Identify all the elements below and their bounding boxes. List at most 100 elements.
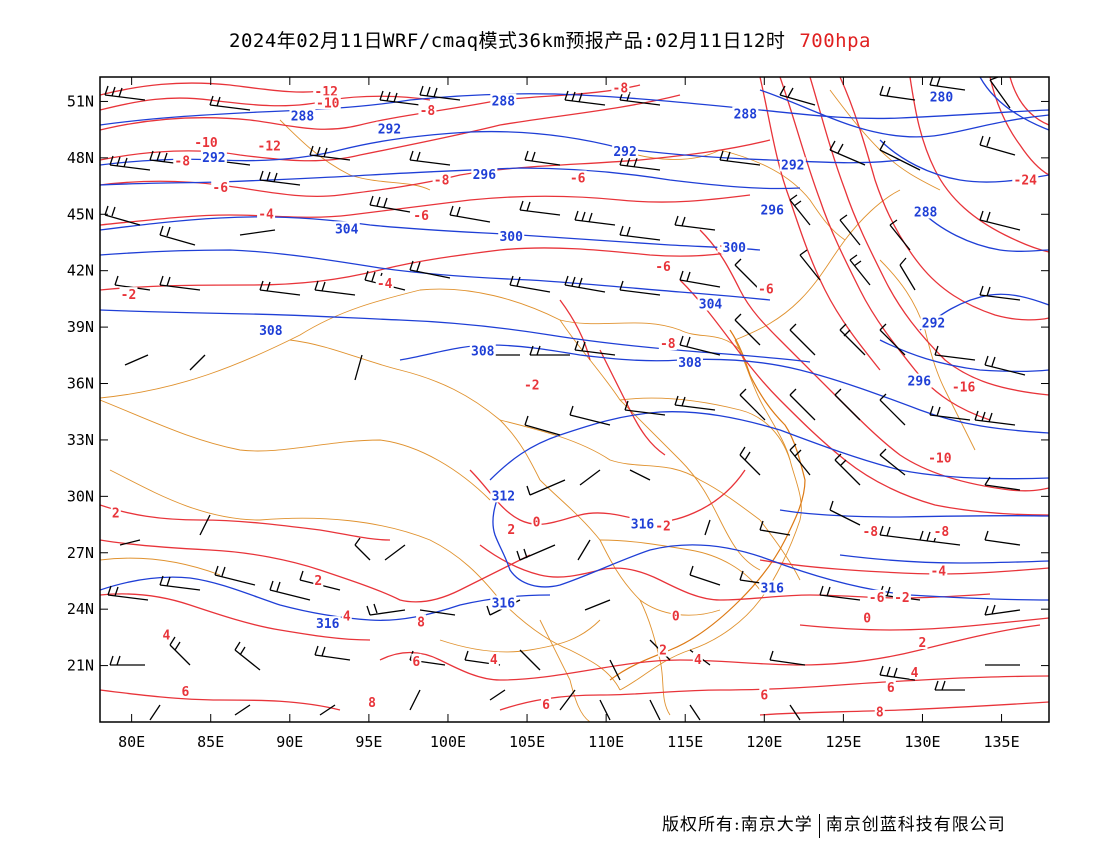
geopotential-contours bbox=[100, 77, 1049, 621]
temperature-label-bg bbox=[611, 80, 630, 95]
geopotential-label: 316 bbox=[760, 581, 784, 596]
temperature-label: 2 bbox=[919, 636, 927, 651]
temperature-label-bg bbox=[488, 651, 499, 666]
geopotential-label-bg bbox=[732, 106, 759, 121]
geopotential-label-bg bbox=[200, 149, 227, 164]
temperature-label: -6 bbox=[869, 591, 885, 606]
temperature-label-bg bbox=[658, 642, 669, 657]
temperature-label: 4 bbox=[490, 653, 498, 668]
temperature-label: 2 bbox=[314, 574, 322, 589]
geopotential-label-bg bbox=[314, 616, 341, 631]
temperature-label: -2 bbox=[121, 288, 137, 303]
lon-label: 115E bbox=[667, 733, 703, 751]
temperature-label-bg bbox=[418, 102, 437, 117]
lat-label: 45N bbox=[67, 205, 94, 223]
temperature-label: -4 bbox=[377, 277, 393, 292]
temperature-label-bg bbox=[926, 450, 953, 465]
temperature-label-bg bbox=[654, 518, 673, 533]
geopotential-label-bg bbox=[612, 144, 639, 159]
temperature-label-bg bbox=[670, 608, 681, 623]
geopotential-label-bg bbox=[759, 580, 786, 595]
lat-label: 27N bbox=[67, 544, 94, 562]
lon-label: 105E bbox=[509, 733, 545, 751]
geopotential-label-bg bbox=[498, 228, 525, 243]
geopotential-label: 292 bbox=[613, 145, 636, 160]
temperature-label: -6 bbox=[413, 209, 429, 224]
temperature-label: 2 bbox=[659, 644, 667, 659]
temperature-label-bg bbox=[885, 680, 896, 695]
lon-label: 80E bbox=[118, 733, 145, 751]
geopotential-label: 288 bbox=[734, 108, 758, 123]
temperature-label: -16 bbox=[952, 380, 976, 395]
temperature-label: 8 bbox=[417, 615, 425, 630]
temperature-label: -2 bbox=[655, 519, 671, 534]
wind-barbs bbox=[104, 77, 1026, 721]
geopotential-label-bg bbox=[721, 240, 748, 255]
geopotential-label-bg bbox=[697, 296, 724, 311]
temperature-label-bg bbox=[861, 524, 880, 539]
copyright-divider bbox=[818, 813, 820, 838]
copyright-notice: 版权所有:南京大学 南京创蓝科技有限公司 bbox=[662, 810, 1006, 838]
temperature-label: -8 bbox=[434, 173, 450, 188]
temperature-label: -8 bbox=[420, 104, 436, 119]
temperature-label: -10 bbox=[194, 136, 218, 151]
temperature-label-bg bbox=[658, 336, 677, 351]
temperature-label: 8 bbox=[876, 706, 884, 721]
temperature-label: -10 bbox=[316, 96, 340, 111]
temperature-label-bg bbox=[950, 379, 977, 394]
geopotential-label-bg bbox=[490, 488, 517, 503]
geopotential-label: 304 bbox=[699, 298, 723, 313]
geopotential-label-bg bbox=[333, 221, 360, 236]
lat-label: 36N bbox=[67, 375, 94, 393]
temperature-label: -6 bbox=[212, 181, 228, 196]
geopotential-label: 312 bbox=[492, 489, 515, 504]
temperature-label-bg bbox=[257, 206, 276, 221]
geopotential-label-bg bbox=[490, 93, 517, 108]
temperature-label: 6 bbox=[760, 689, 768, 704]
geopotential-label-bg bbox=[676, 354, 703, 369]
geopotential-label: 304 bbox=[335, 222, 359, 237]
temperature-label-bg bbox=[192, 134, 219, 149]
map-title: 2024年02月11日WRF/cmaq模式36km预报产品:02月11日12时 7… bbox=[0, 26, 1100, 53]
temperature-label: -6 bbox=[655, 260, 671, 275]
temperature-label: -2 bbox=[894, 591, 910, 606]
lon-label: 85E bbox=[197, 733, 224, 751]
geopotential-label: 300 bbox=[499, 230, 523, 245]
temperature-label: -4 bbox=[258, 207, 274, 222]
temperature-label-bg bbox=[412, 208, 431, 223]
geopotential-label-bg bbox=[629, 516, 656, 531]
temperature-label-bg bbox=[541, 697, 552, 712]
temperature-label-bg bbox=[313, 572, 324, 587]
temperature-label: 8 bbox=[368, 696, 376, 711]
temperature-isotherms bbox=[100, 77, 1049, 716]
lon-label: 95E bbox=[355, 733, 382, 751]
geopotential-label: 280 bbox=[930, 91, 954, 106]
temperature-label-bg bbox=[692, 651, 703, 666]
temperature-label: 4 bbox=[163, 628, 171, 643]
geopotential-label-bg bbox=[469, 343, 496, 358]
lon-label: 110E bbox=[588, 733, 624, 751]
temperature-label-bg bbox=[411, 653, 422, 668]
lat-label: 21N bbox=[67, 657, 94, 675]
geopotential-label-bg bbox=[912, 204, 939, 219]
temperature-label: -8 bbox=[613, 81, 629, 96]
temperature-label-bg bbox=[432, 172, 451, 187]
lon-label: 135E bbox=[983, 733, 1019, 751]
geopotential-label: 296 bbox=[760, 204, 784, 219]
temperature-label-bg bbox=[568, 170, 587, 185]
temperature-label-bg bbox=[180, 683, 191, 698]
lon-label: 130E bbox=[904, 733, 940, 751]
temperature-label-bg bbox=[929, 563, 948, 578]
temperature-label-bg bbox=[867, 589, 886, 604]
geopotential-label-bg bbox=[490, 595, 517, 610]
temperature-label: 6 bbox=[542, 698, 550, 713]
temperature-label-bg bbox=[161, 627, 172, 642]
temperature-label: -8 bbox=[660, 337, 676, 352]
geopotential-label: 288 bbox=[291, 109, 315, 124]
geopotential-label-bg bbox=[928, 89, 955, 104]
contour-labels: -12-10-8-8-10-12-8-6-8-6-6-4-6-8-6-4-2-8… bbox=[110, 80, 1039, 721]
geopotential-label: 300 bbox=[723, 241, 747, 256]
temperature-label: 2 bbox=[507, 523, 515, 538]
temperature-label: -4 bbox=[930, 565, 946, 580]
